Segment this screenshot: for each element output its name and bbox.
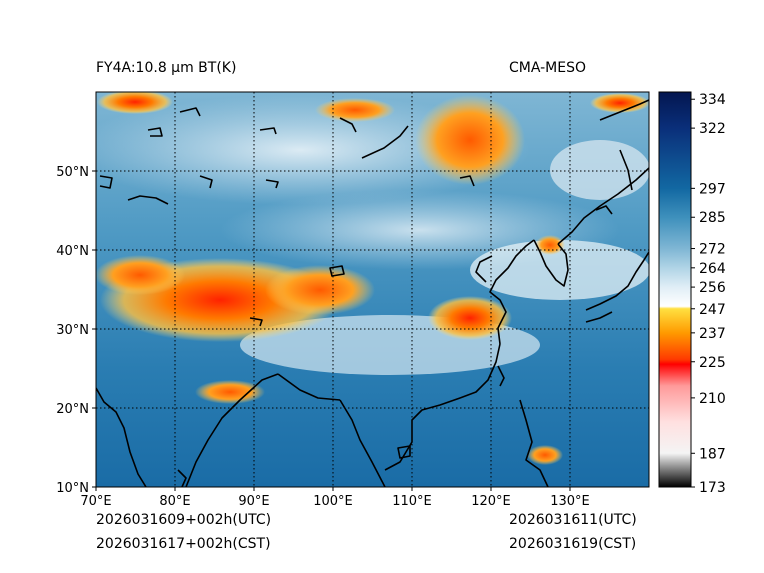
coast-philippines: [519, 399, 549, 487]
lake-north-4: [199, 175, 213, 189]
lat-tick-label: 50°N: [56, 165, 89, 180]
lat-tick-label: 20°N: [56, 402, 89, 417]
colorbar-tick-label: 237: [699, 326, 726, 342]
satellite-map: [96, 92, 649, 487]
storm-bengal: [195, 380, 265, 404]
lake-mongol-1: [265, 179, 279, 189]
lon-tick-label: 110°E: [392, 494, 432, 509]
coast-russia-east: [557, 167, 649, 245]
lon-tick-label: 90°E: [238, 494, 269, 509]
lake-ne-china: [459, 175, 475, 187]
lake-north-1: [147, 127, 163, 137]
valid-time-cst: 2026031619(CST): [509, 536, 637, 552]
colorbar-tick-label: 334: [699, 92, 726, 108]
storm-philippine-sea: [527, 445, 563, 465]
coast-sea-okhotsk: [599, 99, 649, 121]
lon-tick-label: 130°E: [550, 494, 590, 509]
coast-east-china: [489, 239, 535, 345]
colorbar-tick-label: 187: [699, 446, 726, 462]
init-time-utc: 2026031609+002h(UTC): [96, 512, 272, 528]
lake-north-2: [179, 107, 201, 117]
colorbar-tick-label: 297: [699, 181, 726, 197]
lake-north-3: [339, 117, 357, 133]
longitude-axis: 70°E 80°E 90°E 100°E 110°E 120°E 130°E: [80, 487, 590, 509]
colorbar-ticks: 334 322 297 285 272 264 256 247 237 225 210 187 173: [691, 92, 726, 496]
lake-qinghai: [329, 265, 345, 277]
lon-tick-label: 100°E: [313, 494, 353, 509]
coast-bay-of-bengal: [277, 373, 341, 401]
lon-tick-label: 80°E: [159, 494, 190, 509]
coast-bohai: [475, 255, 493, 283]
latitude-axis: 10°N 20°N 30°N 40°N 50°N: [56, 165, 96, 496]
lon-tick-label: 120°E: [471, 494, 511, 509]
lake-aral: [99, 175, 113, 189]
colorbar-tick-label: 285: [699, 210, 726, 226]
coast-japan-main: [585, 251, 649, 311]
lake-mid-1: [259, 127, 277, 135]
colorbar-tick-label: 173: [699, 480, 726, 496]
coast-japan-south: [585, 311, 613, 323]
coast-south-china: [384, 343, 501, 471]
lat-tick-label: 30°N: [56, 323, 89, 338]
coast-india-east: [185, 373, 279, 487]
coast-india: [96, 387, 147, 487]
coast-indochina: [339, 399, 386, 487]
cloud-patch-ne: [550, 140, 649, 200]
colorbar-tick-label: 247: [699, 302, 726, 318]
storm-tibet-east: [265, 265, 375, 315]
title-left: FY4A:10.8 µm BT(K): [96, 60, 237, 76]
storm-mongolia: [415, 95, 525, 185]
storm-nw-corner: [97, 92, 173, 114]
valid-time-utc: 2026031611(UTC): [509, 512, 637, 528]
title-right: CMA-MESO: [509, 60, 587, 76]
storm-top-east: [590, 93, 649, 113]
coast-taiwan: [497, 365, 505, 387]
map-frame: [95, 91, 650, 488]
colorbar-tick-label: 272: [699, 242, 726, 258]
colorbar-tick-label: 322: [699, 121, 726, 137]
lat-tick-label: 10°N: [56, 481, 89, 496]
colorbar-tick-label: 256: [699, 280, 726, 296]
lon-tick-label: 70°E: [80, 494, 111, 509]
colorbar-tick-label: 225: [699, 355, 726, 371]
storm-north-scatter: [315, 98, 395, 122]
coast-korea: [533, 239, 569, 287]
lat-tick-label: 40°N: [56, 244, 89, 259]
lake-balkhash: [127, 195, 169, 205]
coast-sakhalin: [619, 149, 633, 191]
gridlines: [96, 92, 649, 487]
storm-tibet-west: [96, 255, 185, 295]
lake-tibet-1: [249, 317, 263, 327]
cloud-band-east: [470, 240, 649, 300]
coast-hainan: [397, 445, 411, 459]
coast-sri-lanka: [177, 469, 187, 487]
coastlines: [96, 99, 649, 487]
colorbar-tick-label: 210: [699, 391, 726, 407]
lake-baikal: [361, 125, 409, 159]
colorbar: 334 322 297 285 272 264 256 247 237 225 210 187 173: [658, 91, 726, 496]
colorbar-tick-label: 264: [699, 261, 726, 277]
init-time-cst: 2026031617+002h(CST): [96, 536, 271, 552]
coast-kamchatka-shelf: [595, 205, 613, 215]
colorbar-gradient: [658, 91, 692, 488]
